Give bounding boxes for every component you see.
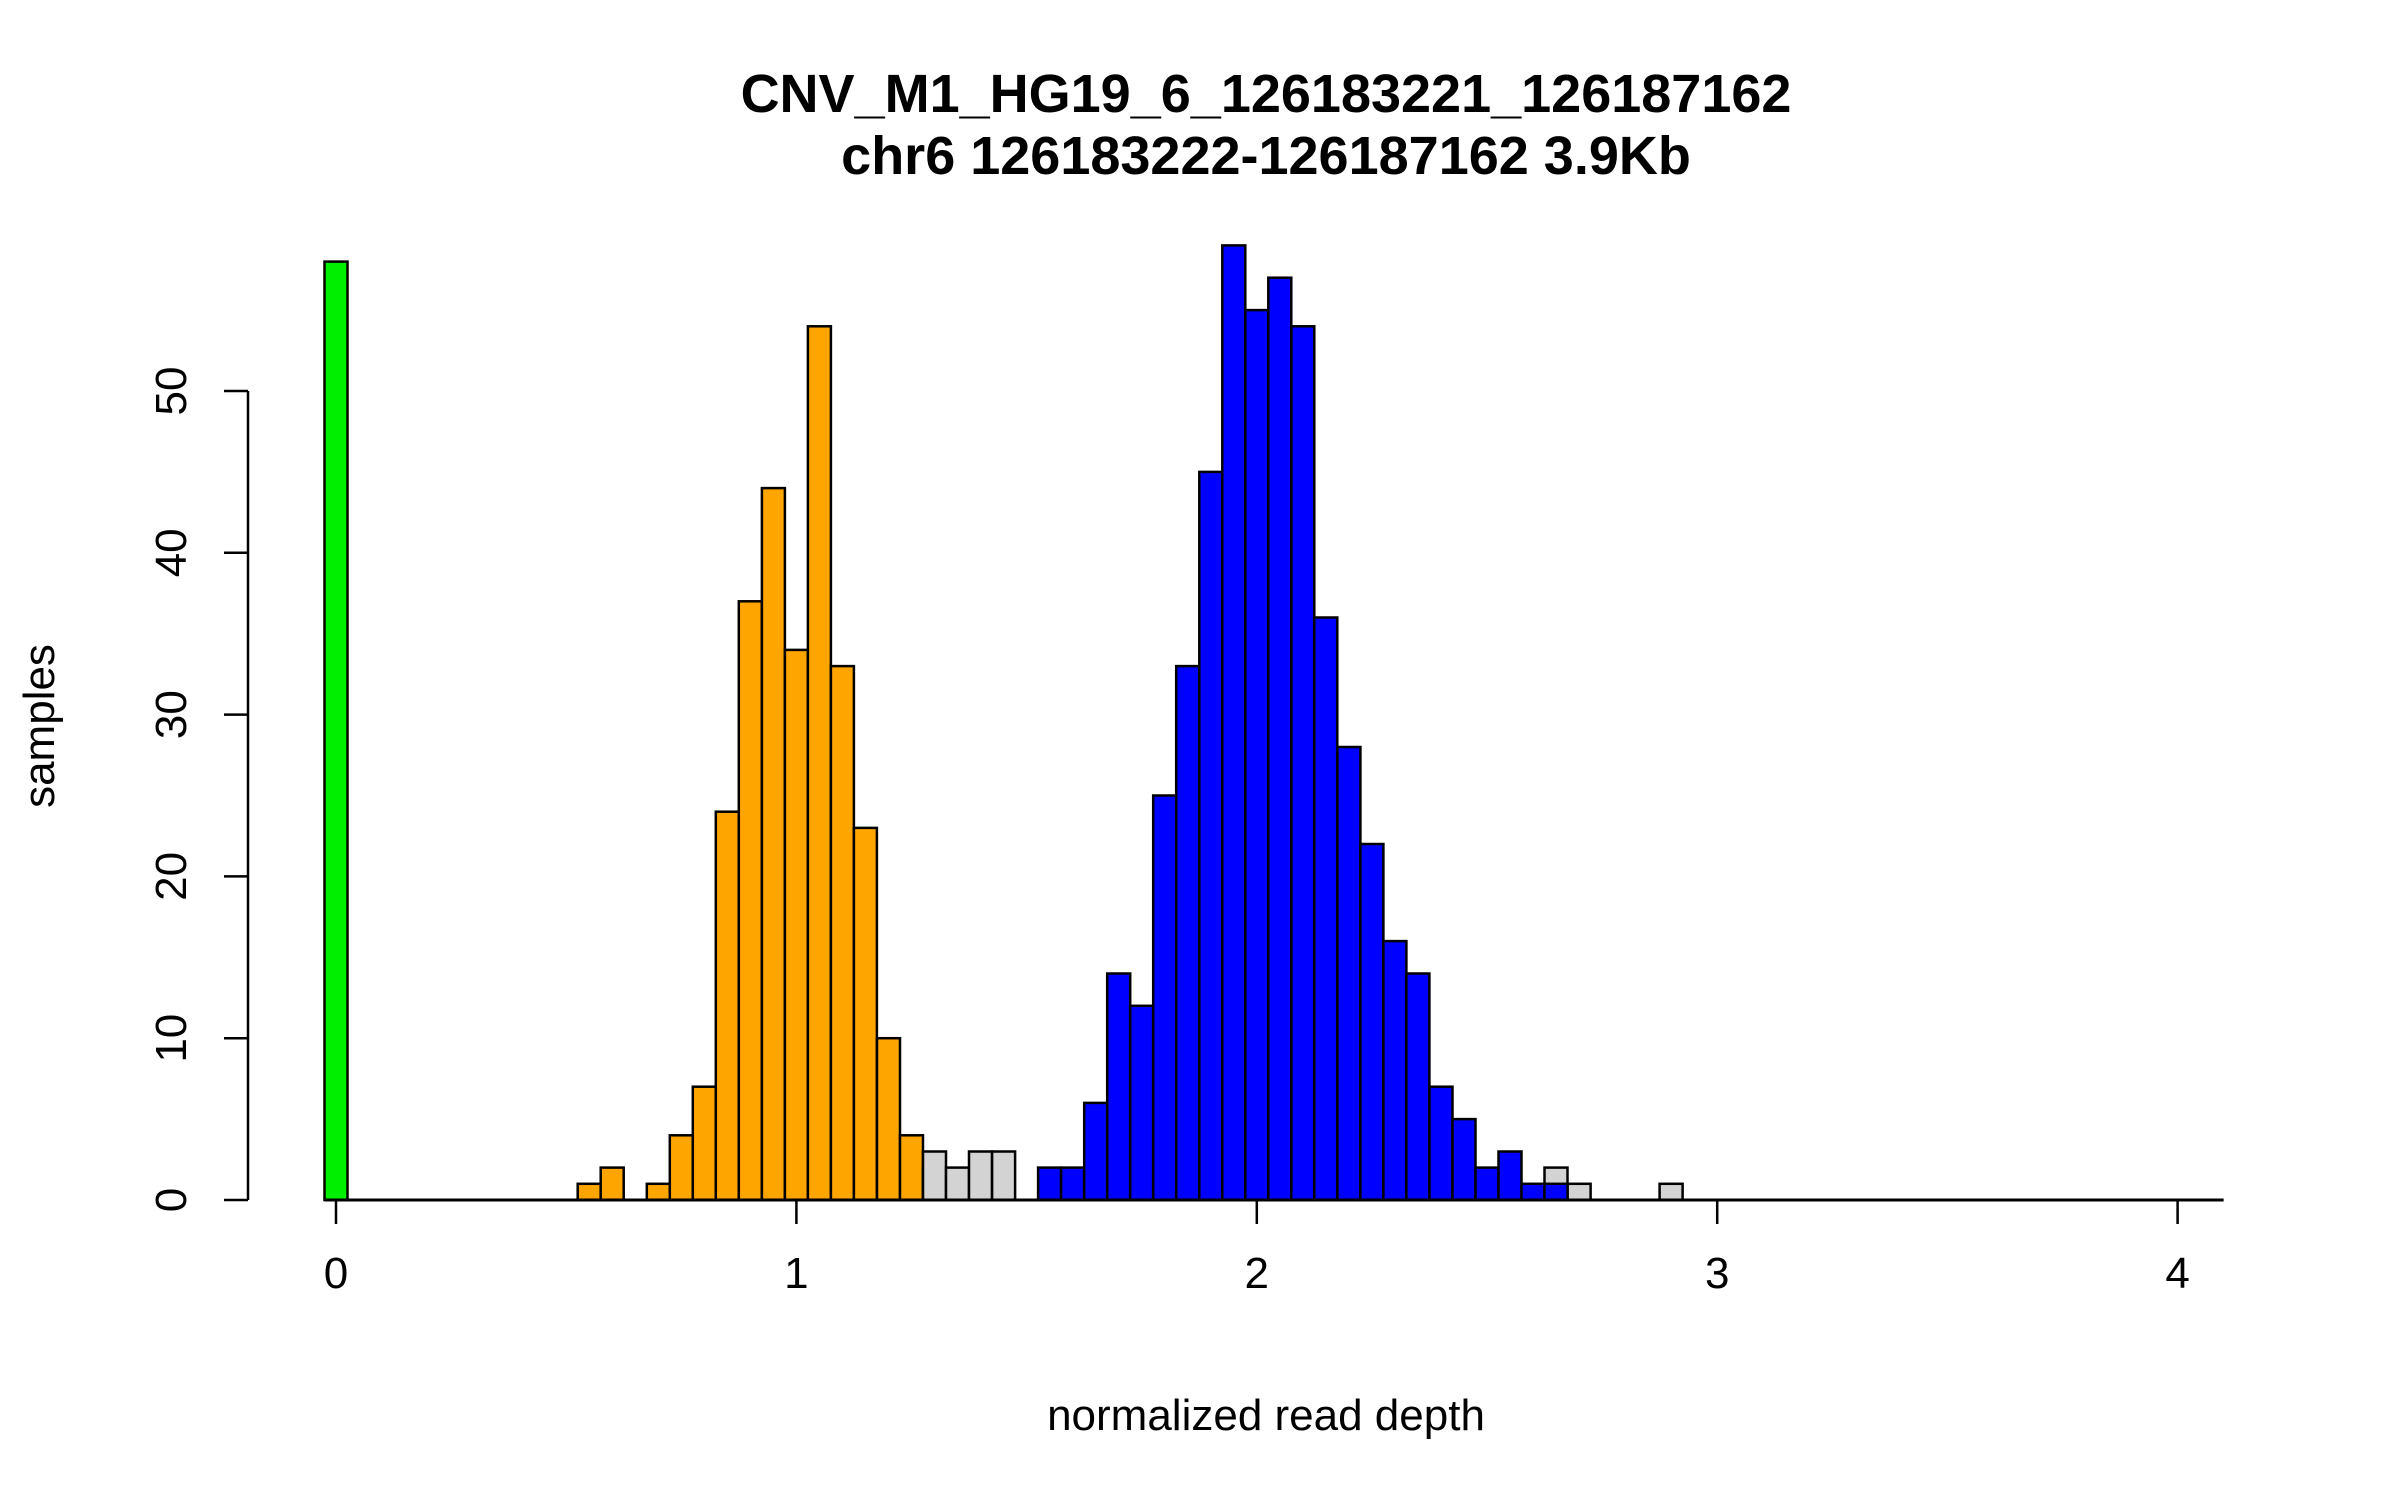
- bar-copy1: [668, 1134, 695, 1202]
- bar-copy1: [829, 664, 856, 1202]
- bar-copy2: [1267, 276, 1293, 1202]
- bar-uncertain: [990, 1150, 1017, 1202]
- x-tick-label: 0: [324, 1249, 348, 1298]
- bar-copy2: [1405, 972, 1431, 1202]
- bar-copy2: [1428, 1085, 1454, 1202]
- bar-uncertain: [1658, 1182, 1684, 1202]
- bar-copy1: [645, 1182, 672, 1202]
- bar-uncertain: [967, 1150, 994, 1202]
- x-tick-label: 4: [2165, 1249, 2189, 1298]
- bar-copy2: [1543, 1182, 1569, 1202]
- y-tick-label: 40: [147, 528, 196, 577]
- x-tick-label: 1: [784, 1249, 808, 1298]
- bar-copy2: [1313, 616, 1339, 1202]
- bar-copy1: [737, 600, 764, 1202]
- bar-copy2: [1082, 1101, 1109, 1202]
- chart-subtitle: chr6 126183222-126187162 3.9Kb: [841, 126, 1691, 186]
- bar-copy1: [875, 1036, 902, 1202]
- x-axis-label: normalized read depth: [1047, 1391, 1485, 1440]
- bar-uncertain: [921, 1150, 948, 1202]
- y-tick-label: 50: [147, 367, 196, 416]
- bar-copy2: [1221, 244, 1247, 1202]
- histogram-bars: [323, 244, 2224, 1202]
- bar-copy1: [806, 325, 833, 1202]
- bar-copy2: [1474, 1166, 1500, 1202]
- y-tick-label: 30: [147, 690, 196, 739]
- bar-copy0: [323, 260, 349, 1202]
- bar-copy2: [1105, 972, 1132, 1202]
- bar-copy2: [1198, 470, 1224, 1202]
- x-tick-label: 2: [1245, 1249, 1269, 1298]
- bar-copy2: [1244, 308, 1270, 1202]
- y-tick-label: 0: [147, 1188, 196, 1212]
- bar-copy1: [691, 1085, 718, 1202]
- bar-copy2: [1359, 842, 1385, 1202]
- x-tick-label: 3: [1705, 1249, 1729, 1298]
- bar-copy2: [1497, 1150, 1523, 1202]
- bar-copy1: [599, 1166, 625, 1202]
- bar-uncertain: [1566, 1182, 1592, 1202]
- y-tick-label: 10: [147, 1014, 196, 1063]
- bar-copy2: [1151, 794, 1178, 1202]
- bar-copy1: [852, 826, 879, 1202]
- bar-copy2: [1520, 1182, 1546, 1202]
- bar-copy2: [1336, 745, 1362, 1202]
- bar-copy2: [1382, 939, 1408, 1202]
- bar-uncertain: [944, 1166, 971, 1202]
- x-axis: 0 1 2 3 4: [324, 1198, 2190, 1298]
- bar-copy2: [1290, 325, 1316, 1202]
- bar-copy1: [714, 810, 741, 1202]
- y-axis: 0 10 20 30 40 50: [147, 367, 250, 1212]
- bar-copy1: [783, 648, 810, 1202]
- bar-copy2: [1036, 1166, 1063, 1202]
- bar-copy1: [760, 486, 787, 1202]
- bar-copy2: [1451, 1117, 1477, 1202]
- bar-copy1: [576, 1182, 602, 1202]
- y-tick-label: 20: [147, 852, 196, 901]
- bar-copy2: [1128, 1004, 1155, 1202]
- chart-title: CNV_M1_HG19_6_126183221_126187162: [741, 64, 1792, 124]
- bar-copy2: [1174, 664, 1201, 1202]
- bar-copy1: [898, 1134, 925, 1202]
- bar-copy2: [1059, 1166, 1086, 1202]
- y-axis-label: samples: [15, 644, 64, 808]
